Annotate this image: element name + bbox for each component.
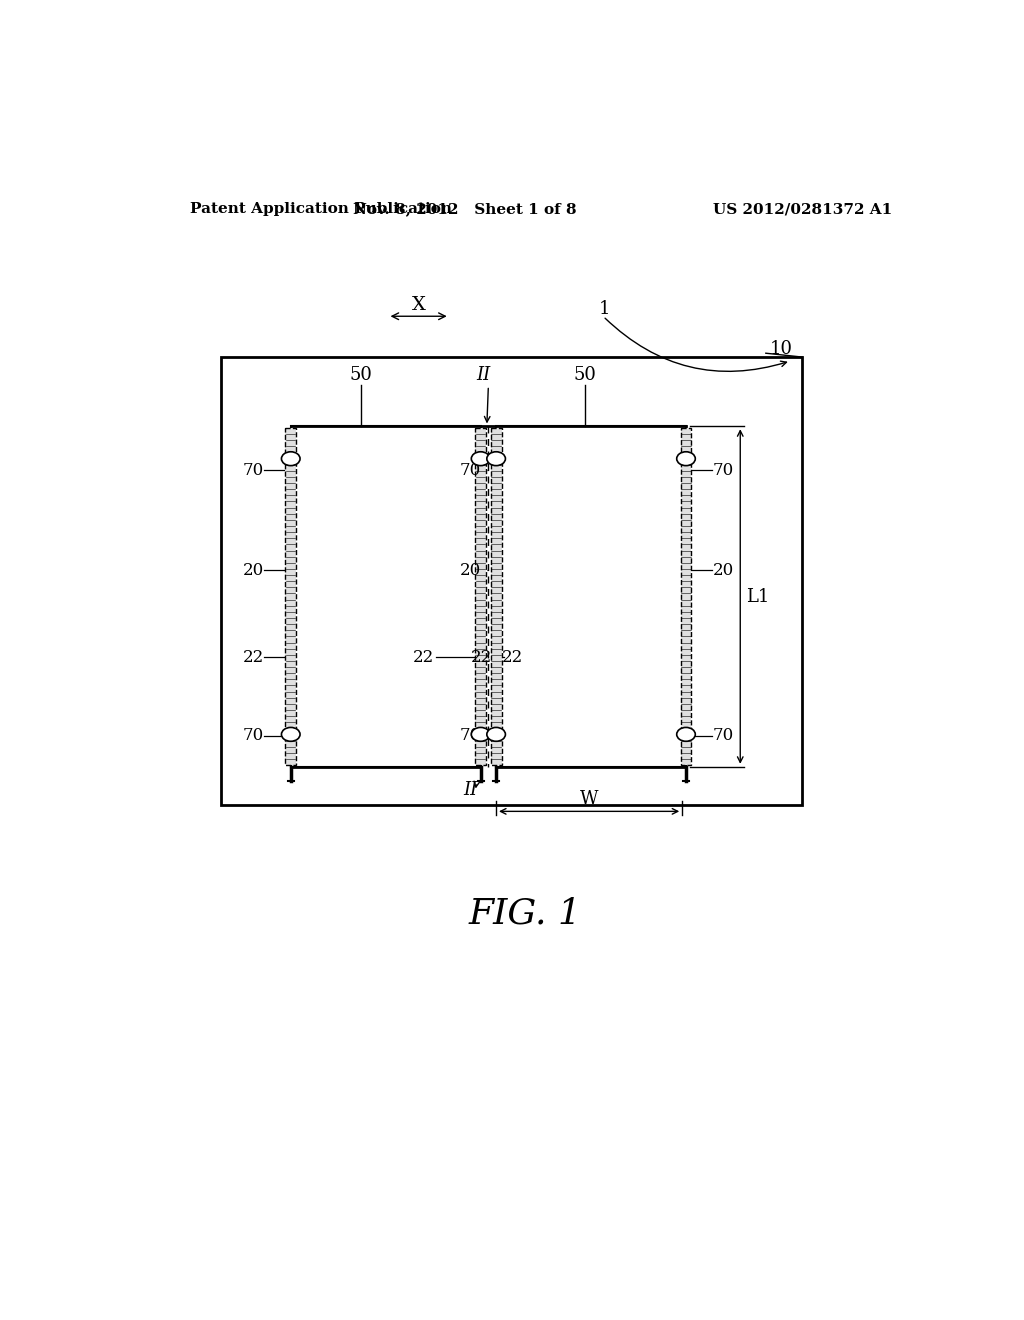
Bar <box>490 428 502 766</box>
Text: X: X <box>412 297 426 314</box>
Text: US 2012/0281372 A1: US 2012/0281372 A1 <box>713 202 892 216</box>
Bar <box>291 426 480 767</box>
Text: 22: 22 <box>471 649 493 665</box>
Bar <box>490 428 502 766</box>
Bar <box>475 428 486 766</box>
Text: 22: 22 <box>243 649 263 665</box>
Text: II: II <box>476 366 490 384</box>
Ellipse shape <box>282 451 300 466</box>
Ellipse shape <box>677 451 695 466</box>
Bar <box>681 428 691 766</box>
Text: L1: L1 <box>746 587 770 606</box>
Bar <box>286 428 296 766</box>
Text: 20: 20 <box>713 562 734 579</box>
Ellipse shape <box>677 727 695 742</box>
Text: 20: 20 <box>243 562 263 579</box>
Text: Nov. 8, 2012   Sheet 1 of 8: Nov. 8, 2012 Sheet 1 of 8 <box>353 202 577 216</box>
Bar <box>286 428 296 766</box>
Text: 22: 22 <box>502 649 523 665</box>
Text: II: II <box>463 780 477 799</box>
Text: 70: 70 <box>460 727 480 744</box>
Text: 1: 1 <box>599 300 610 318</box>
Text: 70: 70 <box>713 727 734 744</box>
Text: W: W <box>580 791 598 808</box>
Text: 22: 22 <box>413 649 434 665</box>
Ellipse shape <box>486 451 506 466</box>
Text: 70: 70 <box>460 462 480 479</box>
Text: 70: 70 <box>713 462 734 479</box>
Bar <box>221 358 802 805</box>
Ellipse shape <box>471 727 489 742</box>
Bar <box>496 426 686 767</box>
Text: 50: 50 <box>349 366 372 384</box>
Text: 50: 50 <box>573 366 597 384</box>
Text: 70: 70 <box>243 727 263 744</box>
Ellipse shape <box>486 727 506 742</box>
Ellipse shape <box>282 727 300 742</box>
Text: 20: 20 <box>460 562 480 579</box>
Text: FIG. 1: FIG. 1 <box>468 896 582 931</box>
Text: 70: 70 <box>243 462 263 479</box>
Ellipse shape <box>471 451 489 466</box>
Text: Patent Application Publication: Patent Application Publication <box>190 202 452 216</box>
Bar <box>681 428 691 766</box>
Bar <box>475 428 486 766</box>
Text: 10: 10 <box>770 341 793 358</box>
